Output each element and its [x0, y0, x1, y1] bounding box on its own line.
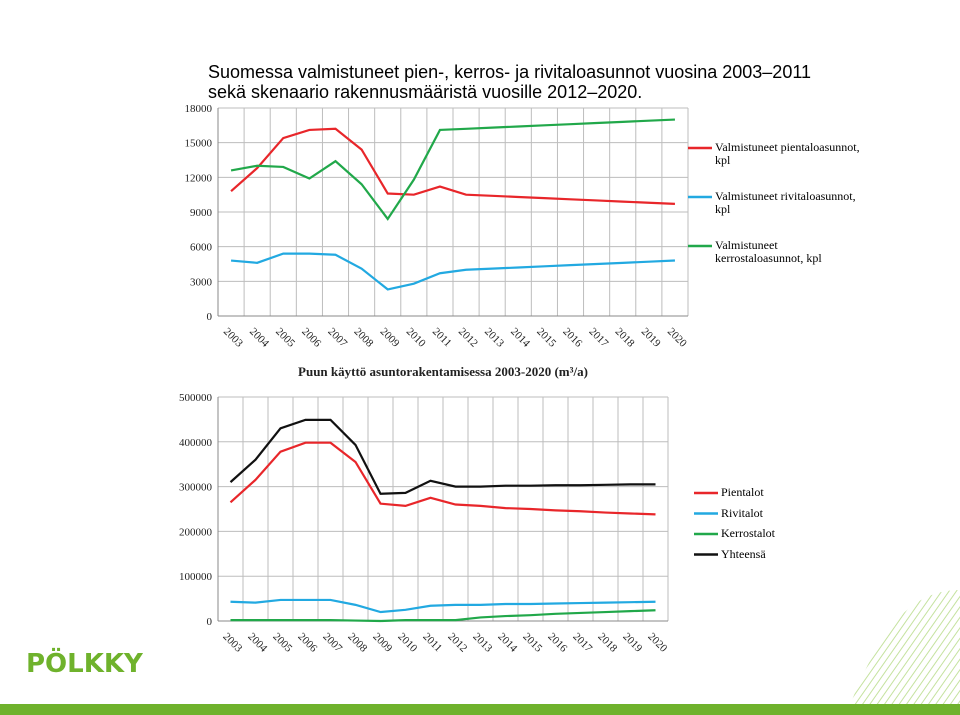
- x-tick-label: 2013: [470, 631, 494, 655]
- legend-label: Valmistuneet rivitaloasunnot, kpl: [715, 190, 856, 216]
- legend-entry: Yhteensä: [721, 547, 766, 561]
- x-tick-label: 2003: [221, 326, 245, 350]
- x-tick-label: 2004: [245, 631, 269, 655]
- x-tick-label: 2018: [595, 631, 619, 655]
- y-tick-label: 6000: [190, 242, 213, 254]
- x-tick-label: 2005: [273, 326, 297, 350]
- legend-entry: Valmistuneet kerrostaloasunnot, kpl: [715, 239, 822, 265]
- x-tick-label: 2016: [545, 631, 569, 655]
- x-tick-label: 2007: [325, 326, 349, 350]
- decoration: [850, 590, 960, 705]
- x-tick-label: 2015: [520, 631, 544, 655]
- x-tick-label: 2019: [639, 326, 663, 350]
- y-tick-label: 9000: [190, 207, 213, 219]
- x-tick-label: 2017: [570, 631, 594, 655]
- slide-title: Suomessa valmistuneet pien-, kerros- ja …: [208, 62, 811, 82]
- line-series: [230, 118, 675, 221]
- x-tick-label: 2016: [560, 326, 584, 350]
- x-tick-label: 2005: [270, 631, 294, 655]
- x-tick-label: 2013: [482, 326, 506, 350]
- x-tick-label: 2006: [295, 631, 319, 655]
- line-series: [229, 441, 656, 516]
- x-tick-label: 2011: [420, 631, 444, 655]
- y-tick-label: 400000: [179, 437, 213, 449]
- y-tick-label: 0: [207, 616, 213, 628]
- x-tick-label: 2014: [495, 631, 519, 655]
- x-tick-label: 2009: [378, 326, 402, 350]
- x-tick-label: 2007: [320, 631, 344, 655]
- x-tick-label: 2006: [299, 326, 323, 350]
- line-series: [230, 127, 675, 206]
- y-tick-label: 12000: [185, 172, 213, 184]
- x-tick-label: 2012: [456, 326, 480, 350]
- y-tick-label: 300000: [179, 482, 213, 494]
- legend-entry: Kerrostalot: [721, 527, 775, 540]
- line-series: [229, 418, 656, 495]
- x-tick-label: 2008: [345, 631, 369, 655]
- legend-label: Valmistuneet pientaloasunnot, kpl: [715, 141, 860, 167]
- x-tick-label: 2020: [645, 631, 669, 655]
- x-tick-label: 2015: [534, 326, 558, 350]
- line-series: [230, 609, 656, 623]
- legend-label: Rivitalot: [721, 506, 763, 520]
- y-tick-label: 200000: [179, 526, 213, 538]
- x-tick-label: 2011: [430, 326, 454, 350]
- legend-entry: Valmistuneet rivitaloasunnot, kpl: [715, 190, 856, 216]
- slide-title: sekä skenaario rakennusmääristä vuosille…: [208, 82, 642, 102]
- legend-label: Yhteensä: [721, 547, 766, 561]
- logo: PÖLKKY: [26, 646, 144, 679]
- x-tick-label: 2003: [220, 631, 244, 655]
- x-tick-label: 2010: [395, 631, 419, 655]
- chart-title: Puun käyttö asuntorakentamisessa 2003-20…: [298, 364, 588, 379]
- x-tick-label: 2009: [370, 631, 394, 655]
- y-tick-label: 18000: [185, 103, 213, 115]
- legend-label: Kerrostalot: [721, 527, 775, 540]
- legend-entry: Rivitalot: [721, 506, 763, 520]
- x-tick-label: 2010: [404, 326, 428, 350]
- legend-label: Valmistuneet kerrostaloasunnot, kpl: [715, 239, 822, 265]
- legend-entry: Pientalot: [721, 486, 764, 499]
- y-tick-label: 0: [207, 311, 213, 323]
- x-tick-label: 2020: [665, 326, 689, 350]
- y-tick-label: 3000: [190, 276, 213, 288]
- x-tick-label: 2004: [247, 326, 271, 350]
- line-series: [230, 598, 656, 614]
- x-tick-label: 2017: [586, 326, 610, 350]
- footer-stripe: [0, 704, 960, 715]
- y-tick-label: 500000: [179, 392, 213, 404]
- x-tick-label: 2019: [620, 631, 644, 655]
- x-tick-label: 2008: [351, 326, 375, 350]
- legend-label: Pientalot: [721, 486, 764, 499]
- y-tick-label: 15000: [185, 138, 213, 150]
- x-tick-label: 2018: [613, 326, 637, 350]
- x-tick-label: 2012: [445, 631, 469, 655]
- y-tick-label: 100000: [179, 571, 213, 583]
- line-series: [230, 252, 675, 291]
- x-tick-label: 2014: [508, 326, 532, 350]
- legend-entry: Valmistuneet pientaloasunnot, kpl: [715, 141, 860, 167]
